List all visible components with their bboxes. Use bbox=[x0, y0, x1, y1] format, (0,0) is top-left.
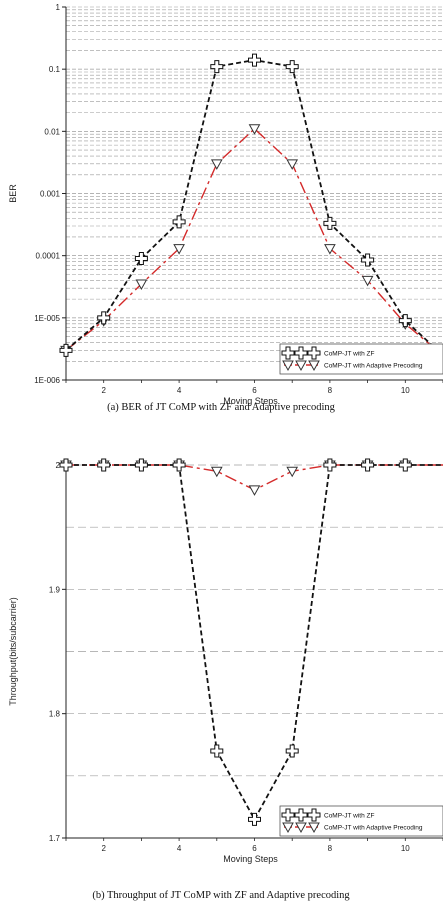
legend-marker bbox=[294, 808, 308, 822]
data-point bbox=[97, 458, 111, 472]
legend-marker bbox=[281, 808, 295, 822]
data-point bbox=[286, 159, 299, 170]
y-tick-label: 1.9 bbox=[49, 585, 61, 594]
series-line bbox=[65, 127, 443, 356]
y-tick-label: 2 bbox=[56, 461, 61, 470]
data-point bbox=[134, 458, 148, 472]
legend: CoMP-JT with ZF CoMP-JT with Adaptive Pre… bbox=[279, 805, 443, 837]
legend-marker bbox=[307, 346, 321, 360]
chart-ber: 1 0.1 0.01 0.001 0.0001 1E-005 1E-006 2 4 6 8 10 Mov… bbox=[8, 3, 443, 413]
data-point bbox=[134, 252, 148, 266]
data-point bbox=[248, 124, 261, 135]
y-tick-label: 1 bbox=[56, 3, 61, 12]
data-point bbox=[285, 744, 299, 758]
series-adaptive bbox=[60, 460, 443, 496]
figure-caption: (b) Throughput of JT CoMP with ZF and Ad… bbox=[92, 890, 350, 901]
x-tick-label: 10 bbox=[401, 386, 410, 395]
legend-marker bbox=[308, 822, 320, 834]
data-point bbox=[248, 812, 261, 826]
x-axis-label: Moving Steps bbox=[223, 396, 278, 406]
data-point bbox=[248, 53, 261, 67]
data-point bbox=[210, 60, 224, 74]
y-tick-label: 0.01 bbox=[44, 127, 60, 136]
data-point bbox=[172, 458, 186, 472]
legend-marker bbox=[307, 808, 321, 822]
chart-throughput: 2 1.9 1.8 1.7 2 4 6 8 10 Moving Steps Throughput(b… bbox=[8, 458, 443, 901]
data-point bbox=[323, 458, 337, 472]
legend-marker bbox=[295, 360, 307, 372]
y-tick-label: 1.8 bbox=[49, 710, 61, 719]
x-tick-label: 2 bbox=[101, 386, 106, 395]
data-point bbox=[286, 466, 299, 478]
y-tick-label: 0.1 bbox=[49, 65, 61, 74]
x-axis-label: Moving Steps bbox=[223, 854, 278, 864]
data-point bbox=[398, 458, 412, 472]
data-point bbox=[97, 311, 111, 325]
y-tick-label: 1.7 bbox=[49, 834, 61, 843]
data-point bbox=[173, 244, 185, 255]
legend: CoMP-JT with ZF CoMP-JT with Adaptive Pre… bbox=[279, 343, 443, 375]
data-point bbox=[248, 485, 261, 496]
series-zf bbox=[59, 53, 443, 357]
legend-label: CoMP-JT with ZF bbox=[324, 351, 374, 358]
data-point bbox=[135, 279, 148, 291]
x-tick-label: 2 bbox=[101, 844, 106, 853]
data-point bbox=[210, 744, 224, 758]
legend-marker bbox=[308, 360, 320, 372]
data-point bbox=[210, 159, 223, 170]
x-tick-label: 8 bbox=[328, 844, 333, 853]
x-tick-label: 4 bbox=[177, 386, 182, 395]
data-point bbox=[59, 458, 73, 472]
gridlines bbox=[66, 464, 443, 839]
y-tick-label: 0.001 bbox=[40, 190, 61, 199]
data-point bbox=[210, 466, 223, 478]
legend-box bbox=[279, 343, 443, 375]
data-point bbox=[323, 216, 337, 230]
legend-box bbox=[279, 805, 443, 837]
data-point bbox=[361, 253, 375, 267]
x-tick-label: 8 bbox=[328, 386, 333, 395]
y-tick-label: 1E-005 bbox=[34, 314, 60, 323]
data-point bbox=[59, 343, 73, 357]
gridlines bbox=[66, 6, 443, 381]
data-point bbox=[172, 215, 186, 229]
y-axis-label: BER bbox=[8, 184, 18, 203]
y-axis-label: Throughput(bits/subcarrier) bbox=[8, 597, 18, 706]
figure-caption: (a) BER of JT CoMP with ZF and Adaptive … bbox=[107, 402, 336, 413]
legend-marker bbox=[294, 346, 308, 360]
legend-marker bbox=[282, 822, 294, 834]
legend-label: CoMP-JT with Adaptive Precoding bbox=[324, 825, 423, 832]
legend-marker bbox=[295, 822, 307, 834]
series-zf bbox=[59, 458, 443, 826]
x-tick-label: 10 bbox=[401, 844, 410, 853]
legend-marker bbox=[281, 346, 295, 360]
data-point bbox=[285, 60, 299, 74]
data-point bbox=[324, 244, 336, 255]
x-tick-label: 6 bbox=[252, 386, 257, 395]
series-line bbox=[66, 464, 443, 822]
legend-label: CoMP-JT with ZF bbox=[324, 813, 374, 820]
y-tick-label: 0.0001 bbox=[36, 252, 61, 261]
data-point bbox=[361, 275, 374, 287]
y-tick-label: 1E-006 bbox=[34, 376, 60, 385]
legend-label: CoMP-JT with Adaptive Precoding bbox=[324, 363, 423, 370]
x-tick-label: 6 bbox=[252, 844, 257, 853]
x-tick-label: 4 bbox=[177, 844, 182, 853]
series-line bbox=[65, 59, 443, 356]
data-point bbox=[361, 458, 375, 472]
legend-marker bbox=[282, 360, 294, 372]
data-point bbox=[398, 314, 412, 328]
